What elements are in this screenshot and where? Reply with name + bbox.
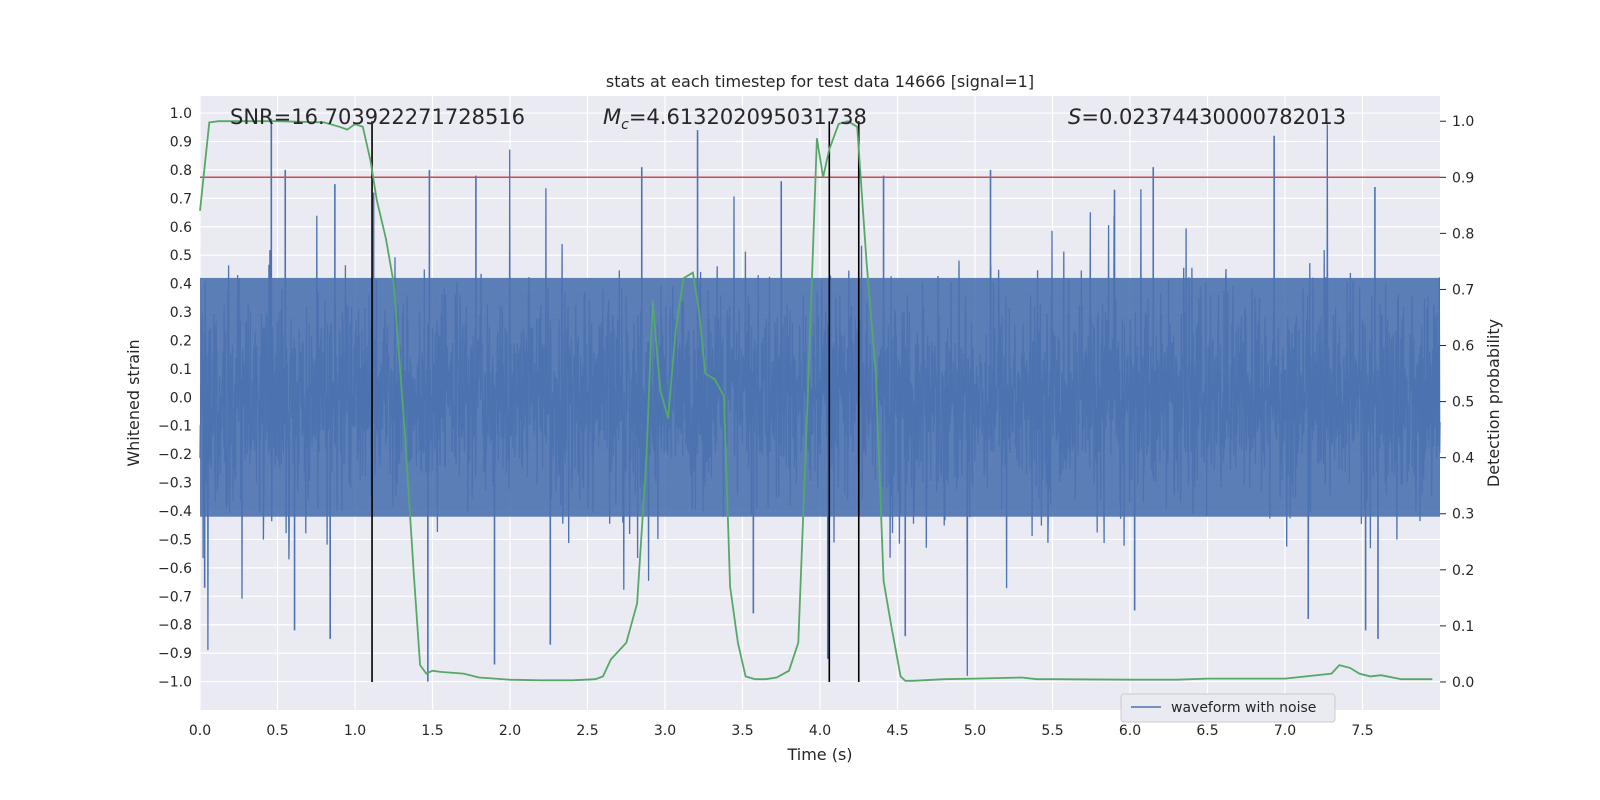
left-y-tick-label: −0.1 [158, 419, 192, 435]
left-y-tick-label: 0.6 [170, 220, 192, 236]
right-y-tick-label: 0.8 [1452, 226, 1474, 242]
x-tick-label: 4.0 [809, 723, 831, 739]
x-tick-label: 3.0 [654, 723, 676, 739]
left-y-axis-label: Whitened strain [124, 339, 143, 466]
right-y-axis-ticks: 1.0 0.9 0.8 0.7 0.6 0.5 0.4 0.3 0.2 0.1 0.0 [1440, 114, 1474, 691]
left-y-tick-label: 0.5 [170, 248, 192, 264]
right-y-tick-label: 0.4 [1452, 451, 1474, 467]
chirp-mass-value: =4.613202095031738 [629, 105, 867, 129]
left-y-tick-label: −0.5 [158, 532, 192, 548]
x-tick-label: 2.0 [499, 723, 521, 739]
right-y-tick-label: 0.3 [1452, 507, 1474, 523]
left-y-tick-label: −0.2 [158, 447, 192, 463]
probability-line [199, 120, 1433, 682]
x-tick-label: 0.0 [189, 723, 211, 739]
s-annotation: S=0.02374430000782013 [1068, 105, 1346, 129]
right-y-tick-label: 1.0 [1452, 114, 1474, 130]
x-tick-label: 6.0 [1119, 723, 1141, 739]
x-tick-label: 7.5 [1351, 723, 1373, 739]
chart-title: stats at each timestep for test data 146… [606, 72, 1034, 91]
right-y-tick-label: 0.2 [1452, 563, 1474, 579]
s-symbol: S [1068, 105, 1081, 129]
x-tick-label: 4.5 [886, 723, 908, 739]
x-tick-label: 2.5 [576, 723, 598, 739]
right-y-tick-label: 0.5 [1452, 395, 1474, 411]
x-tick-label: 1.5 [421, 723, 443, 739]
x-tick-label: 6.5 [1196, 723, 1218, 739]
legend-label: waveform with noise [1171, 700, 1316, 716]
left-y-tick-label: 0.7 [170, 191, 192, 207]
x-tick-label: 3.5 [731, 723, 753, 739]
left-y-tick-label: 0.8 [170, 163, 192, 179]
x-tick-label: 0.5 [266, 723, 288, 739]
legend-box [1120, 693, 1336, 723]
s-value: =0.02374430000782013 [1081, 105, 1346, 129]
x-tick-label: 7.0 [1274, 723, 1296, 739]
right-y-tick-label: 0.9 [1452, 170, 1474, 186]
waveform-dense-band [200, 277, 1440, 517]
left-y-tick-label: −1.0 [158, 675, 192, 691]
x-axis-label: Time (s) [786, 745, 852, 764]
left-y-axis-ticks: 1.0 0.9 0.8 0.7 0.6 0.5 0.4 0.3 0.2 0.1 0.0 −0.1 −0.… [158, 106, 192, 691]
chirp-mass-symbol: M [603, 105, 621, 129]
left-y-tick-label: −0.8 [158, 618, 192, 634]
left-y-tick-label: −0.3 [158, 476, 192, 492]
snr-annotation: SNR=16.703922271728516 [230, 105, 525, 129]
x-tick-label: 1.0 [344, 723, 366, 739]
x-axis-ticks: 0.0 0.5 1.0 1.5 2.0 2.5 3.0 3.5 4.0 4.5 5.0 5.5 6.0 6… [189, 723, 1374, 739]
right-y-tick-label: 0.0 [1452, 675, 1474, 691]
left-y-tick-label: 0.2 [170, 333, 192, 349]
left-y-tick-label: 0.0 [170, 390, 192, 406]
left-y-tick-label: −0.4 [158, 504, 192, 520]
chirp-mass-annotation: Mc=4.613202095031738 [603, 105, 867, 133]
chirp-mass-subscript: c [621, 117, 629, 133]
left-y-tick-label: 0.3 [170, 305, 192, 321]
left-y-tick-label: −0.7 [158, 589, 192, 605]
left-y-tick-label: −0.9 [158, 646, 192, 662]
left-y-tick-label: 0.4 [170, 277, 192, 293]
x-tick-label: 5.5 [1041, 723, 1063, 739]
x-tick-label: 5.0 [964, 723, 986, 739]
right-y-tick-label: 0.1 [1452, 619, 1474, 635]
left-y-tick-label: 0.1 [170, 362, 192, 378]
vertical-markers [371, 121, 860, 682]
waveform-series [199, 118, 1441, 682]
right-y-tick-label: 0.6 [1452, 339, 1474, 355]
detection-probability-series [199, 120, 1433, 682]
right-y-tick-label: 0.7 [1452, 282, 1474, 298]
legend: waveform with noise [1120, 693, 1336, 723]
left-y-tick-label: 1.0 [170, 106, 192, 122]
left-y-tick-label: −0.6 [158, 561, 192, 577]
right-y-axis-label: Detection probability [1484, 319, 1503, 487]
left-y-tick-label: 0.9 [170, 134, 192, 150]
